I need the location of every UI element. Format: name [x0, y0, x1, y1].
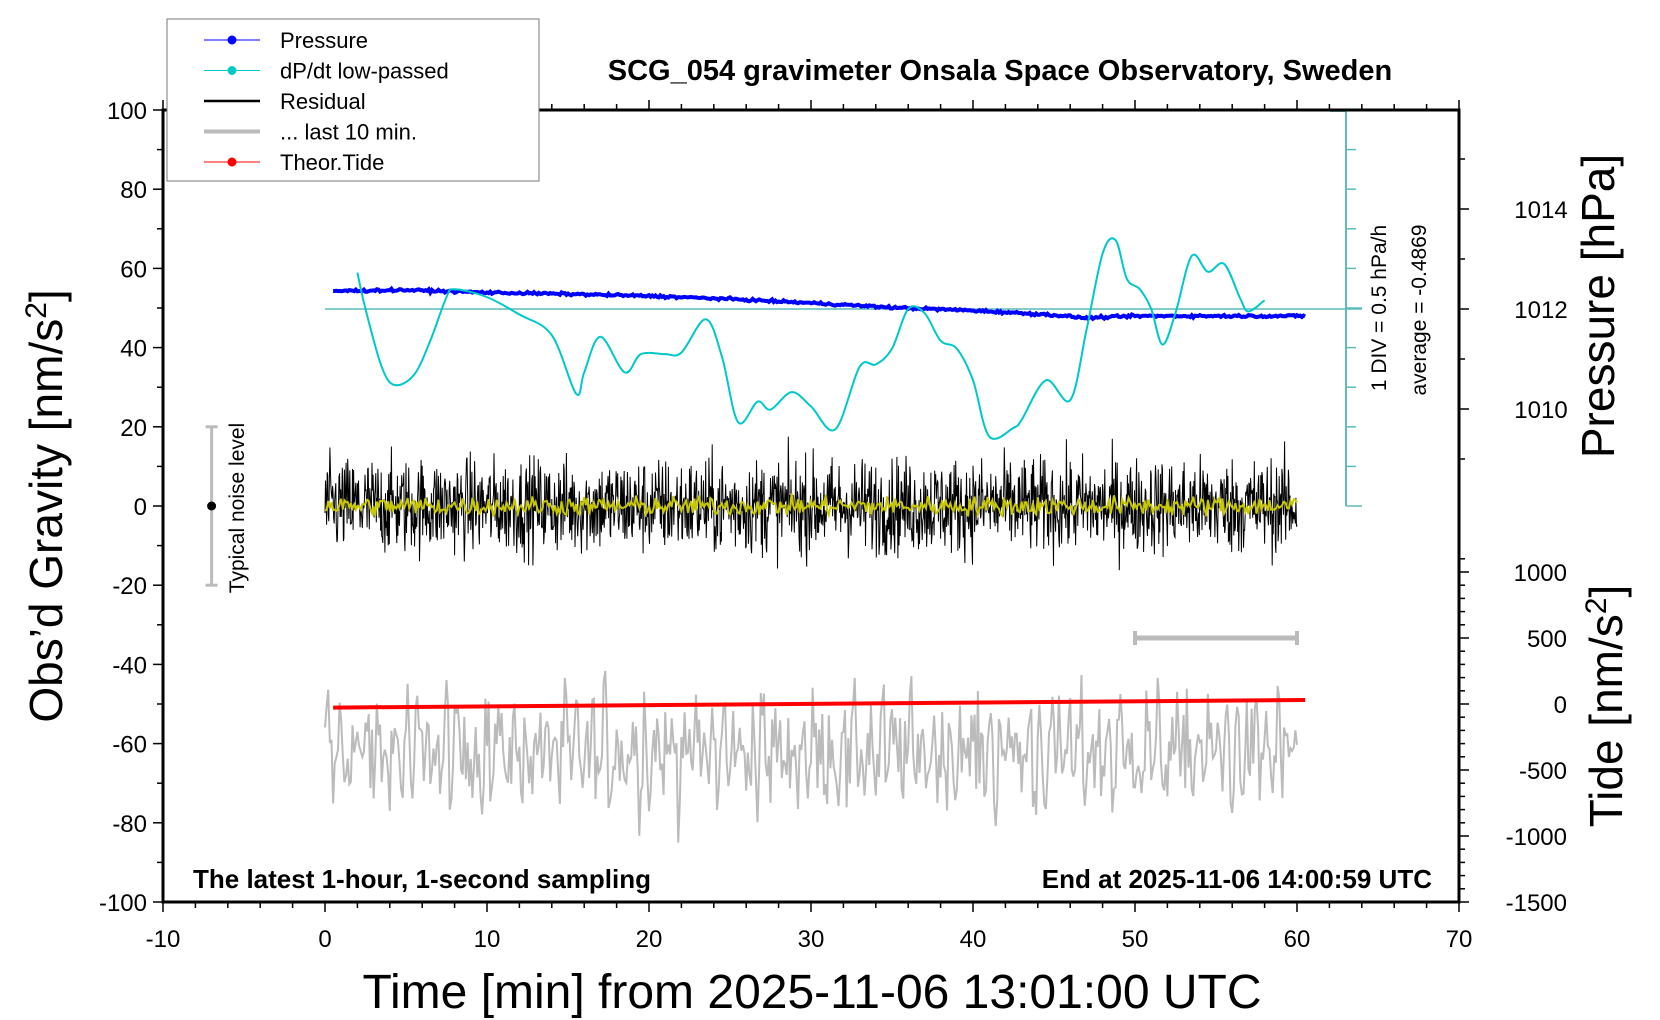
y-tick-label: 0 [134, 494, 147, 521]
pressure-axis-label: Pressure [hPa] [1572, 154, 1624, 458]
legend-swatch-dot [227, 66, 237, 75]
tide-axis-label-sup: 2 [1580, 598, 1613, 615]
pressure-tick-label: 1014 [1514, 197, 1567, 224]
x-axis-label: Time [min] from 2025-11-06 13:01:00 UTC [362, 966, 1261, 1019]
tide-tick-label: 500 [1527, 626, 1567, 653]
y-tick-label: 80 [120, 177, 147, 204]
plot-frame [161, 108, 1461, 904]
tide-line [333, 698, 1306, 710]
legend-label: Theor.Tide [280, 150, 384, 175]
x-tick-label: -10 [146, 926, 181, 953]
legend-swatch-dot [227, 157, 237, 167]
tide-axis-label-end: ] [1580, 585, 1632, 598]
tide-tick-label: 0 [1554, 692, 1567, 719]
y-tick-label: 60 [120, 256, 147, 283]
legend-label: Pressure [280, 28, 368, 53]
x-tick-label: 0 [318, 926, 331, 953]
legend-swatch-dot [227, 35, 237, 45]
noise-level-label: Typical noise level [226, 423, 249, 593]
y-axis-label-sup: 2 [20, 302, 53, 319]
axes: -10 0 10 20 30 40 50 60 70100806040200-20-40-60-… [99, 98, 1568, 953]
legend-item: ... last 10 min. [204, 120, 417, 145]
y-axis-label-end: ] [20, 289, 72, 302]
tide-axis-label-main: Tide [nm/s [1580, 614, 1632, 827]
y-axis-label: Obs’d Gravity [nm/s2] [20, 289, 72, 722]
legend-label: dP/dt low-passed [280, 59, 449, 84]
x-tick-label: 10 [474, 926, 501, 953]
y-tick-label: -60 [112, 732, 147, 759]
chart-title: SCG_054 gravimeter Onsala Space Observat… [608, 55, 1392, 87]
x-tick-label: 40 [960, 926, 987, 953]
legend-item: Residual [204, 89, 366, 114]
residual-line [324, 436, 1298, 571]
y-tick-label: -80 [112, 811, 147, 838]
pressure-tick-label: 1012 [1514, 297, 1567, 324]
plot-traces [205, 109, 1362, 843]
y-tick-label: 20 [120, 415, 147, 442]
pressure-line [333, 285, 1306, 322]
x-tick-label: 20 [636, 926, 663, 953]
legend-label: ... last 10 min. [280, 120, 417, 145]
tide-tick-label: 1000 [1514, 560, 1567, 587]
x-tick-label: 60 [1284, 926, 1311, 953]
last-10-min-line [324, 670, 1298, 843]
tide-tick-label: -1500 [1506, 890, 1567, 917]
y-tick-label: -40 [112, 652, 147, 679]
y-tick-label: -100 [99, 890, 147, 917]
dpdt-scale-label: 1 DIV = 0.5 hPa/h [1368, 225, 1391, 391]
pressure-tick-label: 1010 [1514, 397, 1567, 424]
y-tick-label: 40 [120, 336, 147, 363]
annotation-bottom-left: The latest 1-hour, 1-second sampling [193, 864, 651, 894]
noise-level-dot [207, 501, 217, 511]
legend-item: dP/dt low-passed [204, 59, 449, 84]
tide-axis-label: Tide [nm/s2] [1580, 585, 1632, 828]
x-tick-label: 30 [798, 926, 825, 953]
y-axis-label-main: Obs’d Gravity [nm/s [20, 319, 72, 723]
legend: Pressure dP/dt low-passed Residual ... last… [166, 18, 540, 182]
dpdt-average-label: average = -0.4869 [1408, 224, 1431, 395]
legend-item: Pressure [204, 28, 368, 53]
y-tick-label: 100 [107, 98, 147, 125]
legend-item: Theor.Tide [204, 150, 384, 175]
tide-tick-label: -1000 [1506, 824, 1567, 851]
legend-label: Residual [280, 89, 366, 114]
x-tick-label: 50 [1122, 926, 1149, 953]
dpdt-line [356, 237, 1266, 440]
y-tick-label: -20 [112, 573, 147, 600]
tide-tick-label: -500 [1519, 758, 1567, 785]
x-tick-label: 70 [1446, 926, 1473, 953]
annotation-bottom-right: End at 2025-11-06 14:00:59 UTC [1042, 864, 1432, 894]
residual-smoothed-line [324, 493, 1298, 519]
